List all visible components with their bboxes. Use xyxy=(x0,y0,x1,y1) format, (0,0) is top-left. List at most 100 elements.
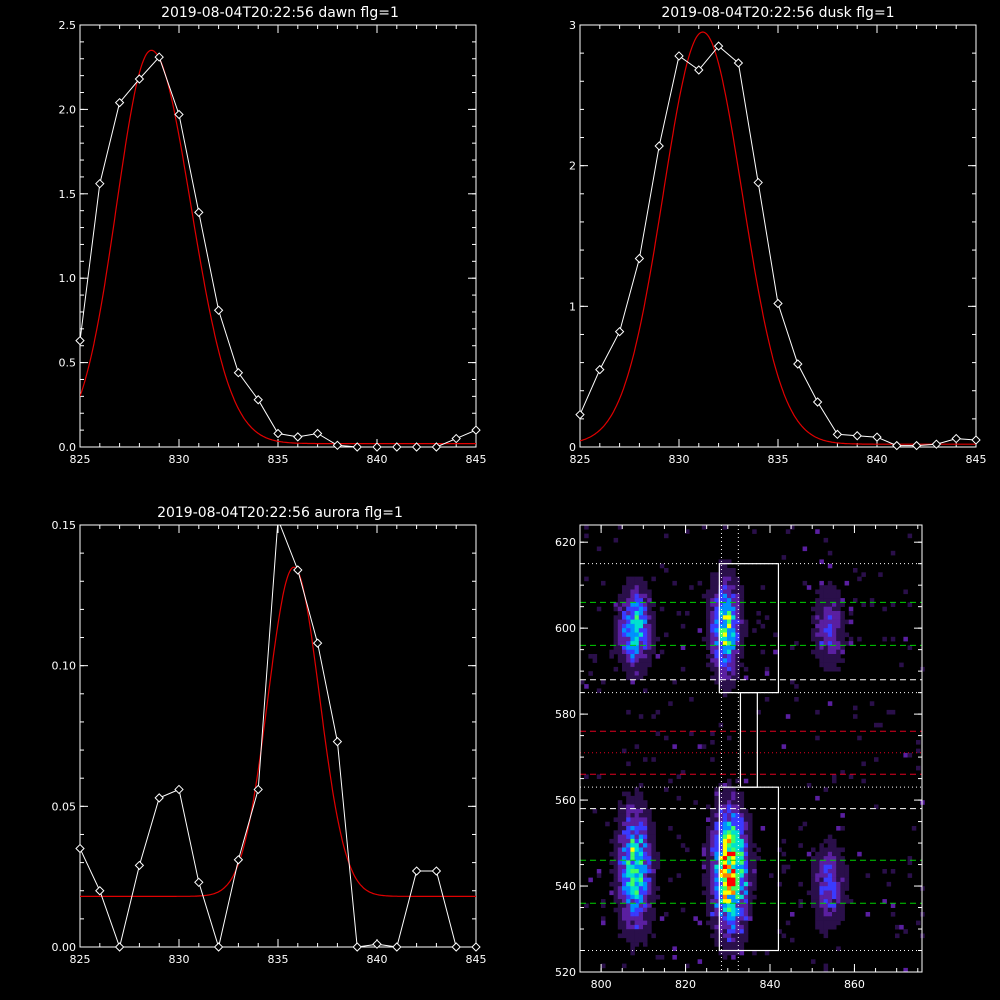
heatmap-cell xyxy=(714,886,719,891)
heatmap-cell xyxy=(743,881,749,887)
heatmap-cell xyxy=(722,568,728,573)
data-point-marker xyxy=(372,442,382,452)
heatmap-cell xyxy=(714,890,719,896)
heatmap-cell xyxy=(722,576,728,582)
heatmap-cell xyxy=(735,649,740,655)
heatmap-cell xyxy=(727,869,732,874)
heatmap-cell xyxy=(630,576,635,582)
data-point-marker xyxy=(332,440,343,451)
heatmap-cell xyxy=(634,623,640,629)
heatmap-cell xyxy=(626,877,631,883)
heatmap-cell xyxy=(722,628,728,633)
heatmap-cell xyxy=(622,666,627,672)
heatmap-cell xyxy=(680,907,686,913)
heatmap-cell xyxy=(680,843,686,848)
heatmap-cell xyxy=(832,877,837,883)
heatmap-cell xyxy=(785,920,791,926)
heatmap-cell xyxy=(718,593,724,599)
heatmap-cell xyxy=(706,864,711,870)
heatmap-cell xyxy=(844,886,850,891)
heatmap-cell xyxy=(714,675,719,681)
heatmap-cell xyxy=(655,856,661,861)
heatmap-cell xyxy=(710,869,715,874)
heatmap-cell xyxy=(836,645,841,650)
heatmap-cell xyxy=(819,623,824,629)
heatmap-cell xyxy=(827,662,833,668)
heatmap-cell xyxy=(647,615,652,620)
heatmap-cell xyxy=(731,894,736,900)
heatmap-cell xyxy=(706,881,711,887)
heatmap-cell xyxy=(643,641,648,646)
heatmap-cell xyxy=(706,847,711,853)
heatmap-cell xyxy=(836,877,841,883)
aurora-profile-panel: 2019-08-04T20:22:56 aurora flg=1 825 830 8… xyxy=(52,505,487,966)
heatmap-cell xyxy=(840,890,845,896)
heatmap-cell xyxy=(823,838,829,844)
heatmap-cell xyxy=(823,537,829,543)
heatmap-cell xyxy=(836,606,841,612)
heatmap-cell xyxy=(609,851,614,857)
heatmap-cell xyxy=(840,856,845,861)
heatmap-cell xyxy=(634,666,640,672)
heatmap-cell xyxy=(722,821,728,827)
heatmap-cell xyxy=(651,843,656,848)
heatmap-cell xyxy=(630,942,635,947)
heatmap-cell xyxy=(735,856,740,861)
heatmap-cell xyxy=(722,787,728,792)
heatmap-cell xyxy=(634,602,640,607)
heatmap-cell xyxy=(601,679,606,685)
heatmap-cell xyxy=(790,937,795,943)
heatmap-cell xyxy=(832,869,837,874)
heatmap-cell xyxy=(752,894,757,900)
heatmap-cell xyxy=(638,804,644,810)
heatmap-cell xyxy=(643,830,648,835)
heatmap-cell xyxy=(727,834,732,840)
heatmap-cell xyxy=(727,916,732,921)
heatmap-cell xyxy=(643,851,648,857)
heatmap-cell xyxy=(655,886,661,891)
heatmap-cell xyxy=(651,899,656,904)
heatmap-cell xyxy=(714,838,719,844)
heatmap-cell xyxy=(609,890,614,896)
heatmap-cell xyxy=(714,632,719,638)
heatmap-cell xyxy=(869,602,875,607)
heatmap-cell xyxy=(731,658,736,663)
heatmap-cell xyxy=(630,834,635,840)
heatmap-cell xyxy=(701,873,707,878)
heatmap-cell xyxy=(815,890,820,896)
heatmap-cell xyxy=(739,619,745,625)
heatmap-cell xyxy=(630,623,635,629)
heatmap-cell xyxy=(626,615,631,620)
heatmap-cell xyxy=(827,916,833,921)
heatmap-cell xyxy=(739,843,745,848)
heatmap-cell xyxy=(718,804,724,810)
heatmap-cell xyxy=(739,791,745,797)
heatmap-cell xyxy=(735,671,740,676)
heatmap-cell xyxy=(806,783,812,788)
heatmap-cell xyxy=(651,881,656,887)
heatmap-cell xyxy=(743,817,749,822)
heatmap-cell xyxy=(844,894,850,900)
heatmap-cell xyxy=(798,881,803,887)
heatmap-cell xyxy=(634,920,640,926)
heatmap-cell xyxy=(827,593,833,599)
heatmap-cell xyxy=(731,675,736,681)
y-tick-label: 2 xyxy=(569,160,576,173)
heatmap-cell xyxy=(722,636,728,642)
heatmap-cell xyxy=(647,912,652,917)
selection-box xyxy=(739,692,758,788)
heatmap-cell xyxy=(731,593,736,599)
heatmap-cell xyxy=(836,899,841,904)
data-point-marker xyxy=(312,638,323,648)
heatmap-cell xyxy=(626,675,631,681)
heatmap-cell xyxy=(617,851,623,857)
heatmap-cell xyxy=(617,606,623,612)
heatmap-cell xyxy=(823,894,829,900)
heatmap-cell xyxy=(710,658,715,663)
heatmap-cell xyxy=(638,933,644,939)
heatmap-cell xyxy=(773,649,778,655)
heatmap-cell xyxy=(626,602,631,607)
heatmap-cell xyxy=(617,860,623,865)
heatmap-cell xyxy=(819,920,824,926)
heatmap-cell xyxy=(622,619,627,625)
